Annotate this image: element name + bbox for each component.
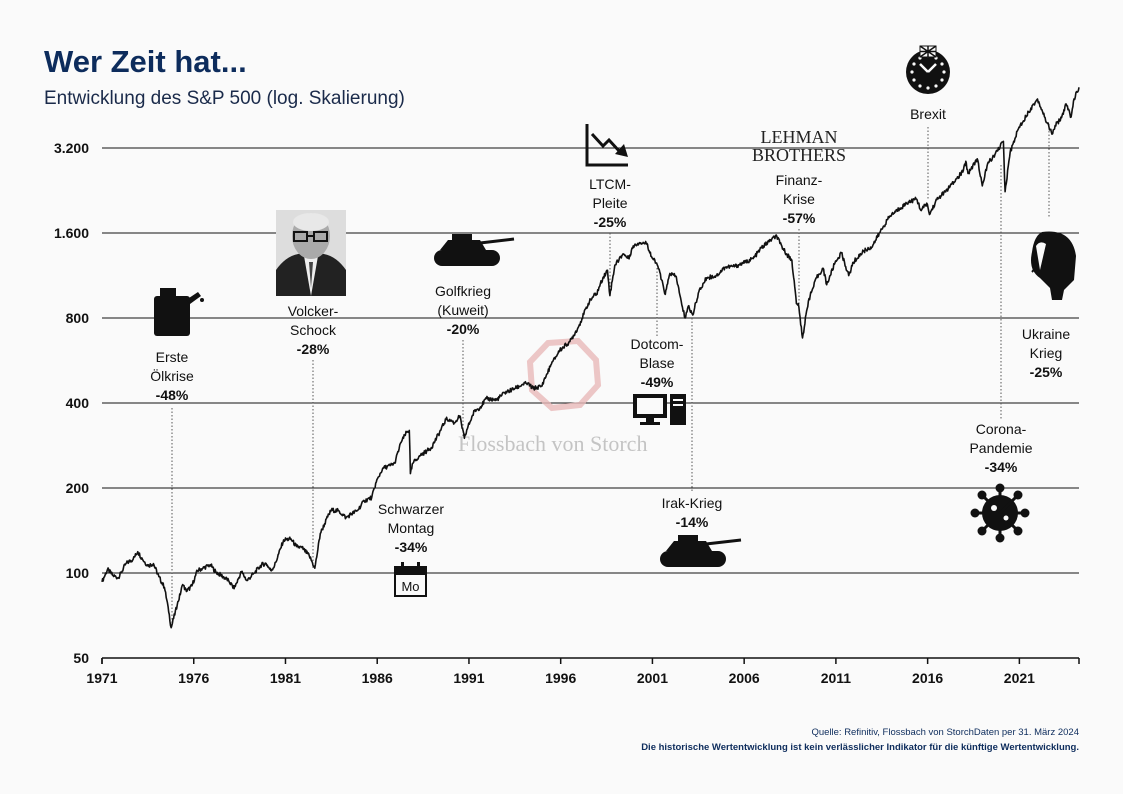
virus-icon: [970, 483, 1030, 543]
event-label: Finanz-: [776, 172, 823, 188]
event-change: -48%: [156, 387, 189, 403]
event-label: Irak-Krieg: [662, 495, 723, 511]
watermark-text: Flossbach von Storch: [458, 431, 647, 456]
disclaimer: Die historische Wertentwicklung ist kein…: [641, 742, 1079, 753]
event-label: Blase: [639, 355, 674, 371]
tank-icon: [660, 535, 742, 567]
event-change: -28%: [297, 341, 330, 357]
calendar-text: Mo: [401, 579, 419, 594]
x-tick-label: 1971: [86, 670, 117, 686]
event-label: LTCM-: [589, 176, 631, 192]
y-tick-label: 3.200: [54, 140, 89, 156]
event-change: -14%: [676, 514, 709, 530]
computer-icon: [633, 394, 686, 425]
x-tick-label: 1991: [453, 670, 484, 686]
x-tick-label: 2011: [821, 670, 852, 686]
event-label: Volcker-: [288, 303, 339, 319]
event-label: Ukraine: [1022, 326, 1070, 342]
event-label: (Kuweit): [437, 302, 488, 318]
volcker-portrait-icon: [276, 210, 346, 296]
lehman-line-1: LEHMAN: [761, 127, 838, 147]
y-tick-label: 1.600: [54, 225, 89, 241]
y-tick-label: 200: [66, 480, 90, 496]
y-tick-label: 400: [66, 395, 90, 411]
event-change: -20%: [447, 321, 480, 337]
event-label: Dotcom-: [631, 336, 684, 352]
sp500-series-line: [101, 87, 1080, 629]
x-axis: 1971 1976 1981 1986 1991 1996 2001 2006 2011 2016…: [86, 657, 1080, 686]
fuel-canister-icon: [154, 288, 204, 336]
falling-chart-icon: [585, 124, 628, 167]
calendar-monday-icon: Mo: [394, 562, 427, 597]
event-label: Krieg: [1030, 345, 1063, 361]
watermark-logo: Flossbach von Storch: [458, 337, 647, 456]
event-change: -57%: [783, 210, 816, 226]
event-label: Pandemie: [969, 440, 1032, 456]
event-label: Brexit: [910, 106, 946, 122]
chart-title: Wer Zeit hat...: [44, 44, 247, 79]
event-leader-lines: [171, 124, 1050, 628]
x-tick-label: 1996: [545, 670, 576, 686]
lehman-line-2: BROTHERS: [752, 145, 846, 165]
event-label: Pleite: [592, 195, 627, 211]
y-tick-label: 100: [66, 565, 90, 581]
event-labels: Erste Ölkrise -48% Volcker- Schock -28% Schwar…: [150, 106, 1070, 555]
event-label: Ölkrise: [150, 367, 194, 384]
x-tick-label: 1976: [178, 670, 209, 686]
y-axis-labels: 50 100 200 400 800 1.600 3.200: [54, 140, 89, 666]
tank-icon: [434, 234, 515, 266]
event-label: Montag: [388, 520, 435, 536]
event-change: -34%: [985, 459, 1018, 475]
event-change: -25%: [594, 214, 627, 230]
event-label: Schwarzer: [378, 501, 444, 517]
event-label: Krise: [783, 191, 815, 207]
event-label: Corona-: [976, 421, 1027, 437]
event-label: Golfkrieg: [435, 283, 491, 299]
y-tick-label: 800: [66, 310, 90, 326]
grid-lines: [102, 147, 1079, 574]
x-tick-label: 2021: [1004, 670, 1035, 686]
event-change: -49%: [641, 374, 674, 390]
x-tick-label: 2006: [729, 670, 760, 686]
x-tick-label: 1981: [270, 670, 301, 686]
event-change: -34%: [395, 539, 428, 555]
source-note: Quelle: Refinitiv, Flossbach von StorchD…: [811, 727, 1079, 738]
x-tick-label: 1986: [362, 670, 393, 686]
event-label: Schock: [290, 322, 337, 338]
lehman-brothers-logo: LEHMAN BROTHERS: [752, 127, 846, 165]
event-label: Erste: [156, 349, 189, 365]
event-change: -25%: [1030, 364, 1063, 380]
soldier-silhouette-icon: [1031, 231, 1076, 300]
y-tick-label: 50: [73, 650, 89, 666]
chart-subtitle: Entwicklung des S&P 500 (log. Skalierung…: [44, 88, 405, 109]
x-tick-label: 2016: [912, 670, 943, 686]
brexit-clock-icon: [906, 45, 950, 94]
x-tick-label: 2001: [637, 670, 668, 686]
